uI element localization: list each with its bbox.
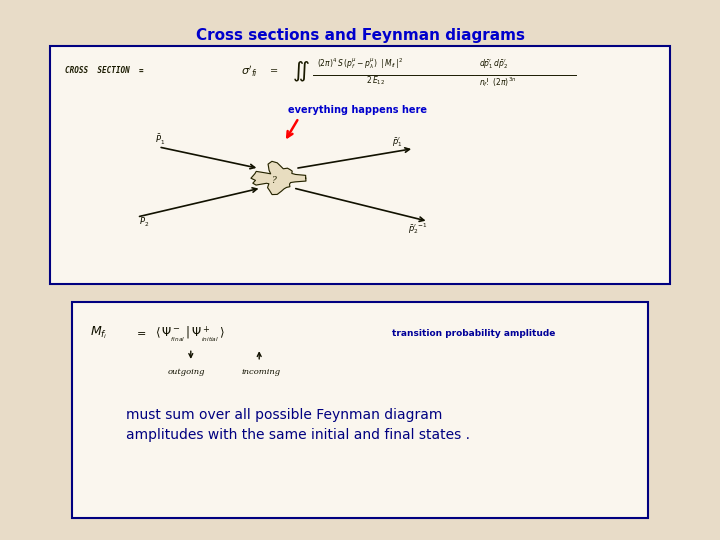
Text: $d\bar{p}_1'\,d\bar{p}_2'$: $d\bar{p}_1'\,d\bar{p}_2'$ bbox=[479, 58, 508, 71]
Text: CROSS  SECTION  =: CROSS SECTION = bbox=[65, 66, 143, 75]
Text: $2\,E_{12}$: $2\,E_{12}$ bbox=[366, 75, 385, 87]
Text: $M_{f_i}$: $M_{f_i}$ bbox=[90, 325, 107, 341]
Bar bbox=[50, 46, 670, 284]
Text: $\bar{p}_1'$: $\bar{p}_1'$ bbox=[392, 136, 403, 149]
Text: $\bar{p}_2'^{-1}$: $\bar{p}_2'^{-1}$ bbox=[408, 221, 428, 236]
Text: $n_f!\;(2\pi)^{3n}$: $n_f!\;(2\pi)^{3n}$ bbox=[479, 75, 516, 89]
Text: everything happens here: everything happens here bbox=[288, 105, 427, 116]
Text: $\bar{P}_1$: $\bar{P}_1$ bbox=[155, 132, 165, 146]
Text: $\langle\,\Psi^-_{_{final}}\,|\,\Psi^+_{_{initial}}\,\rangle$: $\langle\,\Psi^-_{_{final}}\,|\,\Psi^+_{… bbox=[155, 325, 225, 345]
Polygon shape bbox=[251, 161, 306, 194]
Text: $\iint$: $\iint$ bbox=[292, 60, 310, 84]
Text: $\sigma'_{fi}$: $\sigma'_{fi}$ bbox=[241, 64, 258, 79]
Text: Cross sections and Feynman diagrams: Cross sections and Feynman diagrams bbox=[196, 28, 524, 43]
Text: =: = bbox=[137, 329, 146, 340]
Text: transition probability amplitude: transition probability amplitude bbox=[392, 329, 556, 338]
Text: outgoing: outgoing bbox=[168, 368, 205, 376]
Text: ?: ? bbox=[271, 176, 276, 185]
Text: must sum over all possible Feynman diagram
amplitudes with the same initial and : must sum over all possible Feynman diagr… bbox=[126, 408, 470, 442]
Text: $(2\pi)^4\,S\,(p_f^\mu - p_\lambda^\mu)\;\;|\,M_{fi}\,|^2$: $(2\pi)^4\,S\,(p_f^\mu - p_\lambda^\mu)\… bbox=[317, 57, 403, 71]
Text: $\bar{P}_2$: $\bar{P}_2$ bbox=[139, 215, 149, 229]
Text: incoming: incoming bbox=[241, 368, 280, 376]
Bar bbox=[72, 302, 648, 518]
Text: =: = bbox=[270, 68, 278, 77]
